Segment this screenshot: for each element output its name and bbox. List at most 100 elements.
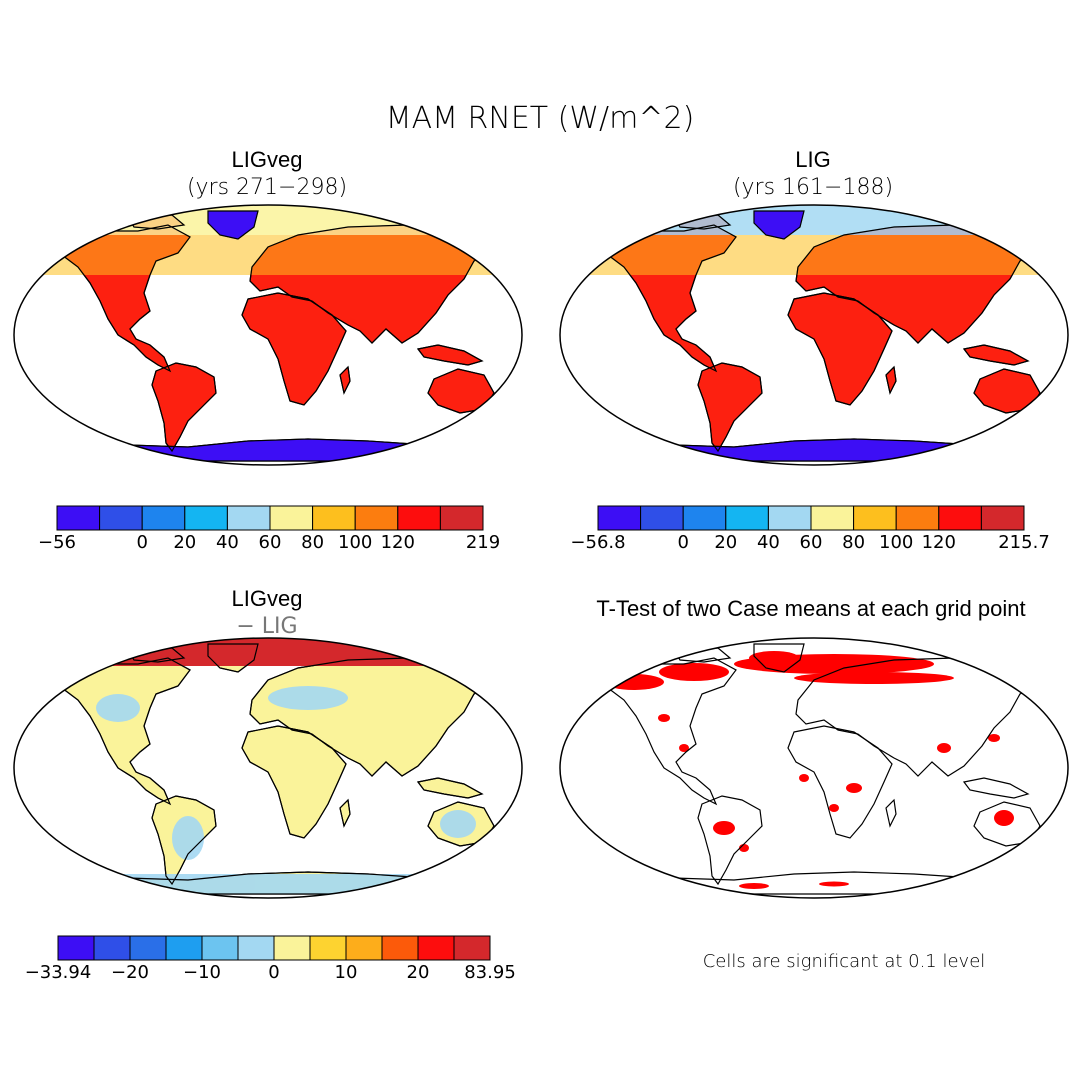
panel-lig-subtitle: (yrs 161−188) xyxy=(733,175,893,200)
north-warm-band xyxy=(38,638,508,666)
colorbar-tick-label: 40 xyxy=(757,532,780,553)
significant-cell xyxy=(846,783,862,793)
colorbar-swatch xyxy=(980,505,1025,531)
significant-cell xyxy=(937,743,951,753)
colorbar-swatch xyxy=(141,505,186,531)
panel-lig: LIG (yrs 161−188) −56.8 0 20 40 60 80 100 120 21… xyxy=(559,147,1069,553)
colorbar-swatch xyxy=(57,935,95,961)
map-ttest xyxy=(559,637,1069,899)
colorbar-swatch xyxy=(853,505,897,531)
cold-fill-north xyxy=(584,205,1054,235)
colorbar-tick-label: −20 xyxy=(111,962,149,983)
colorbar-tick-label: −33.94 xyxy=(25,962,92,983)
colorbar-swatch xyxy=(226,505,271,531)
colorbar-swatch xyxy=(439,505,484,531)
warm-band xyxy=(584,235,1054,275)
map-ligveg xyxy=(13,204,523,466)
colorbar-tick-label: 10 xyxy=(335,962,358,983)
colorbar-tick-label: −56.8 xyxy=(570,532,625,553)
colorbar-swatch xyxy=(453,935,491,961)
significance-note: Cells are significant at 0.1 level xyxy=(703,951,986,972)
colorbar-swatch xyxy=(56,505,101,531)
greenland-fill xyxy=(754,211,804,239)
colorbar-lig: −56.8 0 20 40 60 80 100 120 215.7 xyxy=(570,505,1050,553)
colorbar-tick-label: 219 xyxy=(466,532,500,553)
colorbar-ligveg: −56 0 20 40 60 80 100 120 219 xyxy=(38,505,500,553)
colorbar-tick-label: 120 xyxy=(381,532,415,553)
significant-cell xyxy=(734,654,934,674)
colorbar-tick-label: 20 xyxy=(714,532,737,553)
colorbar-swatch xyxy=(354,505,399,531)
figure-title: MAM RNET (W/m^2) xyxy=(386,101,695,136)
cold-fill-north xyxy=(38,205,508,235)
significant-cell xyxy=(713,821,735,835)
colorbar-tick-label: 83.95 xyxy=(464,962,516,983)
colorbar-tick-label: 0 xyxy=(677,532,688,553)
colorbar-tick-label: 215.7 xyxy=(998,532,1050,553)
colorbar-swatch xyxy=(938,505,982,531)
map-outline xyxy=(13,637,523,899)
colorbar-swatch xyxy=(129,935,167,961)
map-outline xyxy=(559,204,1069,466)
colorbar-swatch xyxy=(397,505,441,531)
significant-cell xyxy=(658,714,670,722)
colorbar-tick-label: 100 xyxy=(338,532,372,553)
colorbar-swatch xyxy=(273,935,311,961)
map-lig xyxy=(559,204,1069,466)
map-outline xyxy=(13,204,523,466)
land-fill xyxy=(17,643,519,895)
colorbar-swatch xyxy=(184,505,228,531)
colorbar-tick-label: −56 xyxy=(38,532,76,553)
warm-band xyxy=(38,235,508,275)
colorbar-tick-label: 120 xyxy=(922,532,956,553)
colorbar-swatch xyxy=(312,505,356,531)
panel-lig-title: LIG xyxy=(795,147,830,172)
colorbar-swatch xyxy=(93,935,131,961)
antarctica-fill xyxy=(564,439,1064,461)
colorbar-tick-label: 60 xyxy=(259,532,282,553)
significant-cell xyxy=(994,810,1014,826)
panel-ttest: T-Test of two Case means at each grid po… xyxy=(559,596,1069,972)
panel-diff-title: LIGveg xyxy=(232,586,303,611)
colorbar-tick-label: 80 xyxy=(842,532,865,553)
colorbar-diff: −33.94 −20 −10 0 10 20 83.95 xyxy=(25,935,516,983)
significant-cell xyxy=(819,881,849,887)
panel-ligveg-subtitle: (yrs 271−298) xyxy=(187,175,347,200)
colorbar-swatch xyxy=(269,505,314,531)
panel-ligveg-title: LIGveg xyxy=(232,147,303,172)
colorbar-tick-label: 80 xyxy=(301,532,324,553)
colorbar-swatch xyxy=(165,935,203,961)
significant-cell xyxy=(794,672,954,684)
colorbar-tick-label: 0 xyxy=(136,532,147,553)
panel-diff-subtitle: − LIG xyxy=(236,614,297,639)
colorbar-swatch xyxy=(309,935,347,961)
colorbar-swatch xyxy=(417,935,455,961)
significant-cell xyxy=(679,744,689,752)
colorbar-swatch xyxy=(767,505,812,531)
colorbar-swatch xyxy=(682,505,727,531)
colorbar-swatch xyxy=(640,505,684,531)
colorbar-tick-label: 100 xyxy=(879,532,913,553)
colorbar-swatch xyxy=(597,505,642,531)
colorbar-tick-label: 20 xyxy=(407,962,430,983)
map-outline xyxy=(559,637,1069,899)
significant-cell xyxy=(799,774,809,782)
significant-cell xyxy=(739,883,769,889)
colorbar-swatch xyxy=(895,505,940,531)
colorbar-tick-label: 40 xyxy=(216,532,239,553)
map-diff xyxy=(13,637,523,899)
colorbar-swatch xyxy=(810,505,855,531)
colorbar-swatch xyxy=(201,935,239,961)
significant-cell xyxy=(829,804,839,812)
colorbar-tick-label: 60 xyxy=(800,532,823,553)
colorbar-tick-label: 0 xyxy=(268,962,279,983)
panel-ttest-title: T-Test of two Case means at each grid po… xyxy=(596,596,1025,621)
colorbar-swatch xyxy=(99,505,143,531)
colorbar-tick-label: −10 xyxy=(183,962,221,983)
panel-diff: LIGveg − LIG −33.94 −20 −10 0 10 20 83.95 xyxy=(13,586,523,983)
colorbar-swatch xyxy=(725,505,769,531)
colorbar-swatch xyxy=(345,935,383,961)
colorbar-swatch xyxy=(237,935,275,961)
significant-cell xyxy=(659,663,729,681)
